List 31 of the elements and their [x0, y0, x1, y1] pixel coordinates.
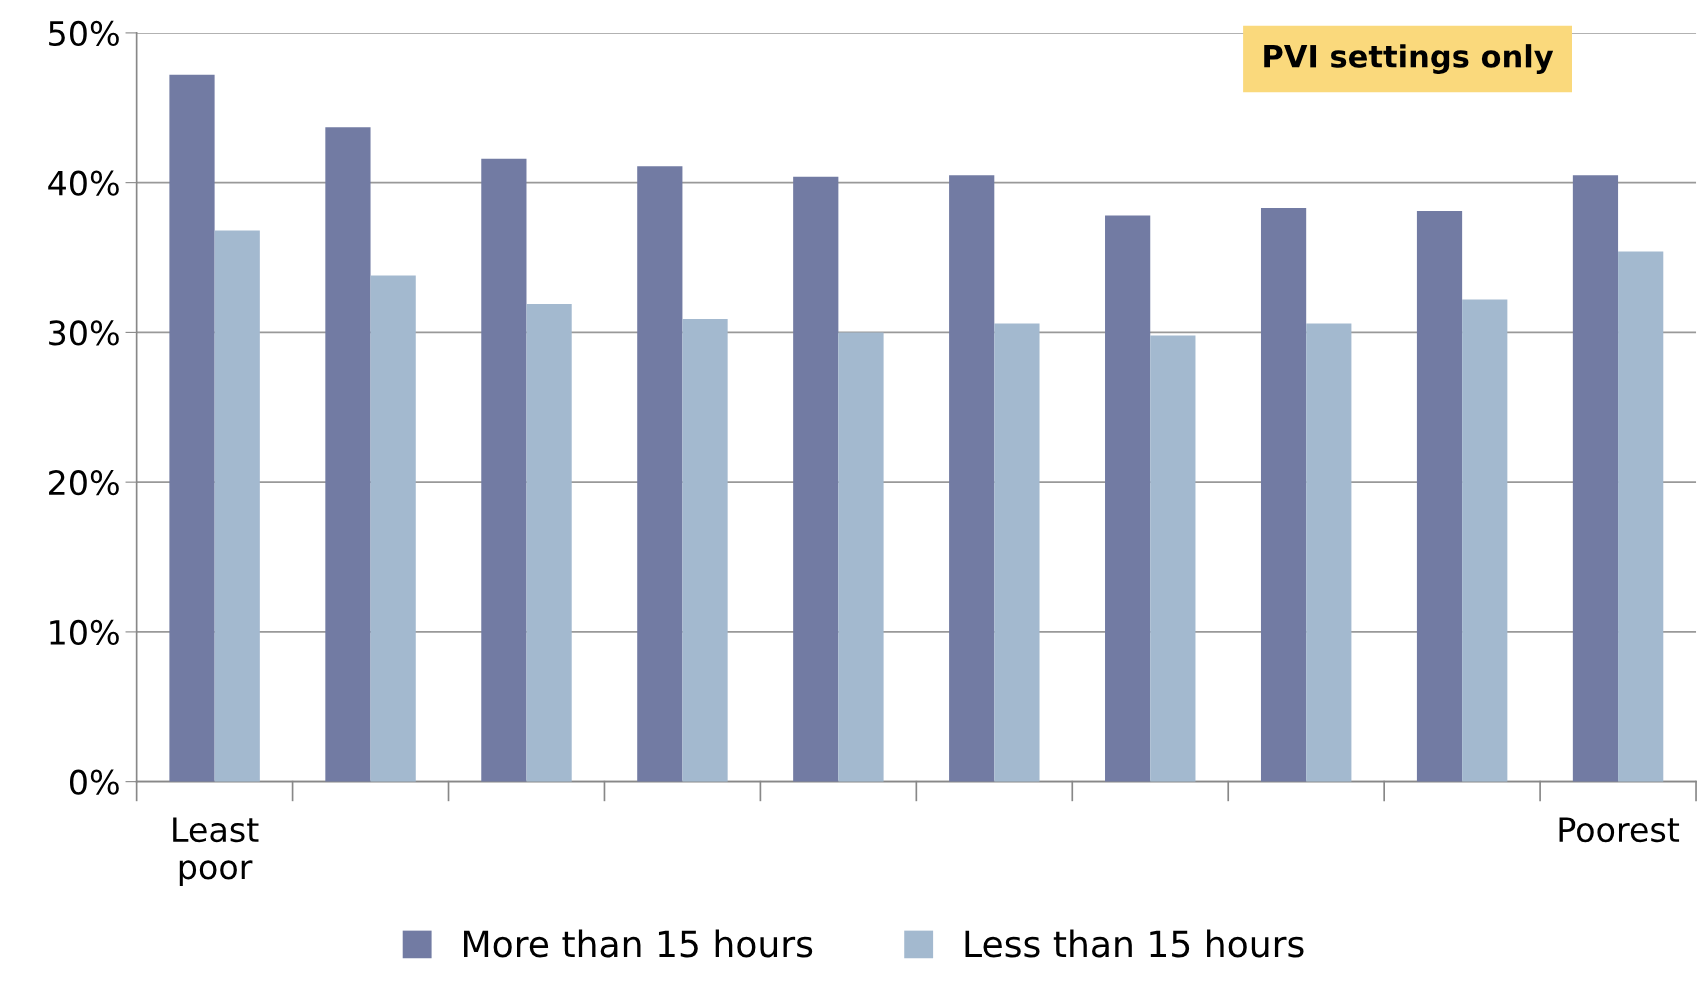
bar — [325, 127, 371, 782]
bar — [1462, 299, 1508, 782]
bar — [1260, 208, 1307, 782]
y-tick-label: 50% — [49, 20, 119, 47]
legend-label: More than 15 hours — [464, 929, 813, 958]
y-tick-label: 20% — [49, 470, 119, 496]
bar — [1105, 215, 1151, 782]
y-tick-label: 40% — [48, 170, 119, 196]
y-tick-label: 0% — [69, 769, 119, 795]
bar — [1618, 251, 1664, 782]
bar — [526, 303, 572, 782]
bar — [370, 275, 416, 782]
legend-label: Less than 15 hours — [965, 929, 1304, 958]
bar — [682, 318, 728, 782]
x-tick-label: Poorest — [1559, 817, 1680, 843]
y-tick-label: 30% — [49, 320, 119, 346]
bar — [793, 176, 839, 782]
y-tick-label: 10% — [50, 619, 119, 646]
bar — [994, 323, 1040, 782]
bar — [949, 175, 995, 782]
x-tick-label: Least poor — [173, 817, 259, 886]
bar — [1416, 211, 1463, 782]
bar — [1306, 323, 1352, 782]
bar — [1150, 335, 1196, 782]
bar — [481, 158, 527, 782]
bar — [214, 230, 260, 782]
bar — [838, 332, 884, 782]
annotation: PVI settings only — [1264, 44, 1554, 74]
bar — [169, 74, 215, 782]
bar — [1572, 175, 1619, 782]
bar — [637, 166, 683, 782]
